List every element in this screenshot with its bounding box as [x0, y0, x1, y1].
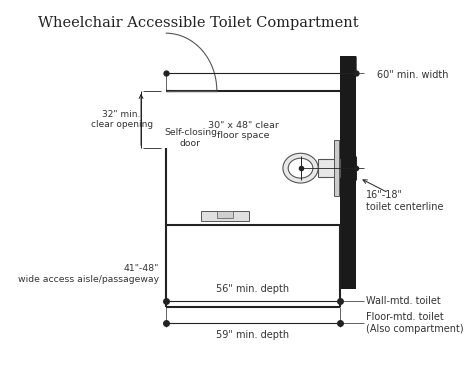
- Text: 60" min. width: 60" min. width: [377, 70, 449, 80]
- Text: 16"-18"
toilet centerline: 16"-18" toilet centerline: [366, 190, 443, 211]
- Bar: [318, 159, 340, 177]
- Text: Wall-mtd. toilet: Wall-mtd. toilet: [366, 296, 440, 306]
- Text: Wheelchair Accessible Toilet Compartment: Wheelchair Accessible Toilet Compartment: [38, 16, 358, 30]
- Text: 56" min. depth: 56" min. depth: [217, 284, 290, 294]
- Bar: [217, 211, 233, 218]
- Ellipse shape: [283, 153, 318, 183]
- Text: Floor-mtd. toilet
(Also compartment): Floor-mtd. toilet (Also compartment): [366, 312, 464, 334]
- Bar: [201, 211, 249, 221]
- Text: 41"-48"
wide access aisle/passageway: 41"-48" wide access aisle/passageway: [18, 264, 159, 283]
- Text: 30" x 48" clear
floor space: 30" x 48" clear floor space: [208, 121, 279, 140]
- Bar: [340, 56, 356, 289]
- Text: Self-closing
door: Self-closing door: [164, 128, 217, 148]
- Text: 32" min.
clear opening: 32" min. clear opening: [91, 110, 153, 129]
- Ellipse shape: [288, 158, 313, 178]
- Bar: [334, 140, 339, 196]
- Text: 59" min. depth: 59" min. depth: [217, 330, 290, 340]
